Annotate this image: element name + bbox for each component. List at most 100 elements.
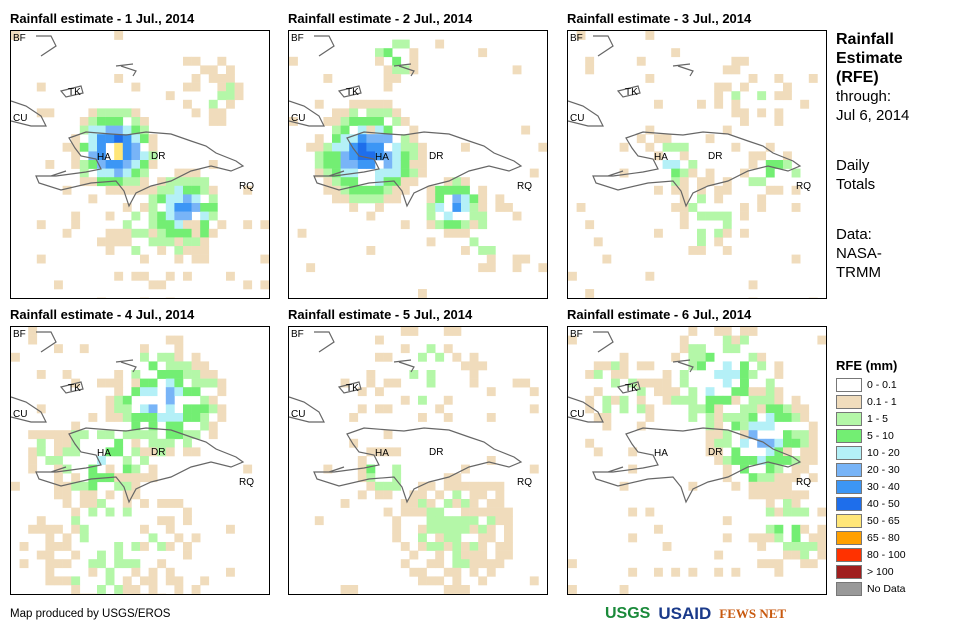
rainfall-cell [748,421,758,431]
map-label-rq: RQ [517,181,532,192]
rainfall-cell [654,134,663,144]
rainfall-cell [366,370,376,379]
rainfall-cell [71,550,81,560]
rainfall-cell [148,211,158,221]
rainfall-cell [452,203,462,212]
rainfall-cell [478,559,488,569]
rainfall-cell [757,456,767,465]
rainfall-cell [426,344,436,354]
rainfall-cell [568,559,577,569]
rainfall-cell [45,559,55,569]
rainfall-cell [114,550,124,560]
rainfall-cell [443,220,453,230]
map-label-ha: HA [654,152,668,163]
rainfall-cell [375,108,384,118]
rainfall-cell [418,533,427,543]
coastline [11,331,245,504]
rainfall-cell [114,31,124,40]
rainfall-cell [593,237,603,247]
rainfall-cell [645,31,655,40]
rainfall-cell [165,211,175,221]
rainfall-cell [357,387,367,397]
rainfall-cell [486,499,496,508]
rainfall-cell [722,361,732,371]
rainfall-cell [114,378,124,388]
rainfall-cell [122,185,132,195]
rainfall-cell [469,352,479,362]
rainfall-cell [478,524,488,534]
rainfall-cell [654,228,663,238]
rainfall-cell [174,246,184,255]
rainfall-cell [452,542,462,551]
rainfall-cell [469,237,479,247]
rainfall-cell [383,185,393,195]
rainfall-cell [191,228,201,238]
rainfall-cell [714,228,724,238]
rainfall-cell [504,550,513,560]
rainfall-cell [314,516,324,526]
rainfall-cell [783,473,792,483]
rainfall-cell [409,567,419,577]
rainfall-cell [174,254,184,264]
rainfall-cell [765,559,775,569]
rainfall-cell [765,456,775,465]
rainfall-cell [88,567,98,577]
rainfall-cell [174,220,184,230]
rainfall-cell [705,211,715,221]
rainfall-cell [157,447,167,457]
rainfall-cell [636,134,646,144]
rainfall-cell [174,194,184,204]
rainfall-cell [71,516,81,526]
rainfall-cell [426,542,436,551]
rainfall-cell [208,65,218,75]
rainfall-cell [426,516,436,526]
rainfall-cell [131,593,141,594]
rainfall-cell [88,177,98,187]
rainfall-cell [418,289,427,298]
rainfall-cell [435,559,445,569]
usgs-logo: USGS [605,605,651,622]
rainfall-cell [383,194,393,204]
rainfall-cell [174,177,184,187]
rainfall-cell [208,370,218,379]
rainfall-cell [79,344,89,354]
rainfall-cell [36,108,46,118]
rainfall-cell [452,516,462,526]
side-date: Jul 6, 2014 [836,107,910,124]
rainfall-cell [88,108,98,118]
rainfall-cell [765,438,775,448]
rainfall-cell [148,220,158,230]
rainfall-cell [183,507,192,517]
rainfall-cell [461,542,470,551]
rainfall-cell [191,220,201,230]
rainfall-cell [383,430,393,440]
rainfall-cell [800,507,810,517]
rainfall-cell [602,361,612,371]
rainfall-cell [157,542,167,551]
rainfall-cell [97,297,106,298]
coastline [568,35,802,208]
rainfall-cell [435,516,445,526]
rainfall-cell [200,220,210,230]
rainfall-cell [679,344,689,354]
side-data: Data: [836,226,872,243]
rainfall-cell [148,280,158,290]
rainfall-cell [418,576,427,586]
rainfall-cell [191,194,201,204]
rainfall-cell [105,404,115,414]
rainfall-cell [765,378,775,388]
rainfall-cell [645,378,655,388]
rainfall-cell [521,254,531,264]
rainfall-cell [200,203,210,212]
rainfall-cell [375,490,384,500]
rainfall-cell [131,246,141,255]
rainfall-cell [114,160,124,169]
rainfall-cell [654,567,663,577]
legend-label: 65 - 80 [867,531,900,544]
rainfall-cell [88,464,98,474]
rainfall-cell [11,481,20,491]
rainfall-cell [593,361,603,371]
rainfall-cell [697,237,706,247]
rainfall-cell [165,378,175,388]
rainfall-cell [400,542,410,551]
